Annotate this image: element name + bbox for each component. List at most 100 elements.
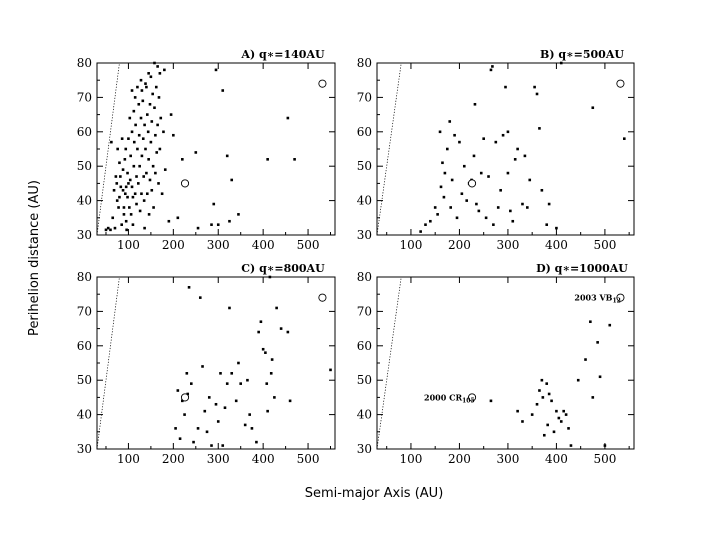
data-point [153, 106, 156, 110]
data-point [154, 171, 157, 175]
data-point [132, 140, 136, 144]
annotation-subscript: 105 [462, 397, 475, 404]
data-point [136, 147, 139, 151]
data-point [288, 399, 292, 403]
data-point [134, 123, 137, 127]
data-point [538, 389, 541, 392]
plot-frame [96, 62, 336, 236]
data-point [501, 133, 505, 137]
data-point [248, 413, 251, 416]
x-tick-label: 100 [399, 452, 422, 466]
data-point [576, 378, 580, 382]
data-point [511, 219, 515, 223]
data-point [496, 206, 500, 209]
highlight-point [616, 79, 625, 88]
data-point [163, 168, 167, 171]
data-point [151, 164, 155, 168]
data-point [442, 195, 446, 199]
data-point [237, 361, 240, 365]
data-point [559, 61, 563, 65]
data-point [545, 223, 549, 226]
data-point [429, 219, 432, 223]
data-point [156, 123, 159, 127]
data-point [150, 120, 154, 123]
data-point [121, 168, 125, 171]
data-point [219, 372, 222, 375]
highlight-point [180, 393, 190, 402]
data-point [129, 213, 133, 216]
data-point [257, 330, 260, 334]
data-point [516, 147, 519, 151]
highlight-point [467, 393, 477, 402]
object-annotation: 2003 VB12 [574, 293, 620, 305]
data-point [516, 409, 519, 413]
plot-frame [96, 276, 336, 450]
data-point [124, 147, 128, 151]
data-point [155, 151, 159, 154]
data-point [455, 216, 459, 220]
panel-a: 100 200 300 400 500 30 40 50 60 70 80 A) q∗=140AU [77, 48, 336, 252]
data-point [509, 209, 512, 213]
y-tick-label: 60 [77, 339, 92, 353]
data-point [598, 375, 602, 379]
data-point [225, 382, 229, 385]
data-point [216, 420, 220, 423]
data-point [264, 351, 267, 354]
x-tick-label: 400 [545, 452, 568, 466]
data-point [154, 85, 158, 89]
data-point [228, 306, 231, 310]
x-tick-label: 300 [207, 238, 230, 252]
data-point [225, 154, 229, 158]
data-point [228, 219, 231, 223]
data-point [127, 137, 130, 140]
panel-title: D) q∗=1000AU [536, 262, 628, 275]
data-point [149, 140, 153, 144]
data-point [462, 164, 466, 168]
data-point [489, 399, 493, 403]
data-point [591, 396, 595, 399]
x-tick-label: 200 [448, 238, 471, 252]
data-point [479, 171, 483, 175]
data-point [266, 409, 269, 413]
data-point [221, 89, 225, 92]
data-point [141, 137, 145, 140]
data-point [137, 182, 140, 185]
data-point [484, 216, 488, 220]
data-point [506, 171, 510, 175]
highlight-point [616, 293, 625, 302]
data-point [111, 216, 115, 220]
x-tick-label: 100 [399, 238, 422, 252]
data-point [221, 444, 225, 447]
data-point [162, 130, 165, 134]
data-point [196, 226, 200, 230]
data-point [552, 430, 556, 434]
y-tick-label: 30 [357, 228, 372, 242]
data-point [133, 96, 137, 99]
data-point [129, 154, 132, 158]
data-point [128, 206, 131, 209]
data-point [144, 82, 147, 85]
data-point [122, 213, 126, 216]
data-point [143, 123, 146, 127]
data-point [198, 296, 202, 299]
data-point [138, 209, 142, 213]
data-point [591, 106, 595, 110]
data-point [112, 188, 116, 192]
data-point [120, 223, 123, 226]
data-point [156, 65, 159, 68]
data-point [234, 399, 238, 403]
panel-title: C) q∗=800AU [241, 262, 325, 275]
data-point [122, 206, 126, 209]
data-point [178, 437, 182, 440]
data-point [446, 147, 449, 151]
data-point [270, 358, 274, 361]
data-point [214, 68, 218, 72]
data-point [530, 413, 534, 416]
data-point [185, 372, 189, 375]
data-point [135, 202, 138, 206]
data-point [126, 171, 129, 175]
data-point [132, 164, 136, 168]
data-point [181, 158, 184, 161]
data-point [148, 178, 152, 182]
